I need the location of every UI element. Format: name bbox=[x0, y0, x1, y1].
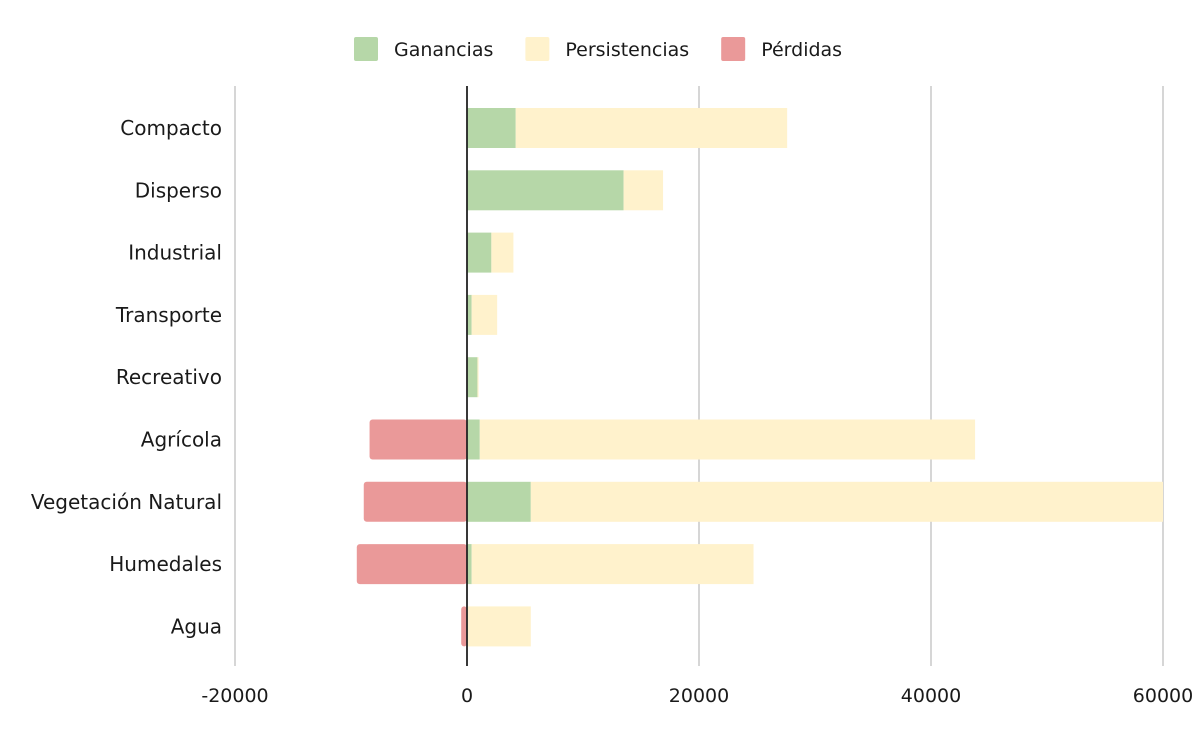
bar-persistencias-3 bbox=[471, 294, 498, 335]
x-tick-label: 20000 bbox=[669, 685, 729, 707]
category-label: Industrial bbox=[128, 241, 222, 265]
bar-ganancias-5 bbox=[467, 419, 480, 460]
legend-label: Ganancias bbox=[394, 39, 493, 61]
category-label: Recreativo bbox=[116, 365, 222, 389]
bar-persistencias-1 bbox=[623, 170, 664, 211]
category-labels: Compacto Disperso Industrial Transporte Recr… bbox=[31, 116, 222, 638]
legend-swatch bbox=[354, 37, 378, 61]
bar-ganancias-2 bbox=[467, 232, 492, 273]
bar-persistencias-5 bbox=[479, 419, 976, 460]
category-label: Agrícola bbox=[141, 428, 222, 452]
bar-ganancias-1 bbox=[467, 170, 624, 211]
x-tick-label: 60000 bbox=[1133, 685, 1193, 707]
bar-ganancias-6 bbox=[467, 481, 531, 522]
bar-persistencias-6 bbox=[530, 481, 1163, 522]
x-tick-label: -20000 bbox=[201, 685, 268, 707]
bars bbox=[356, 108, 1163, 647]
legend-label: Persistencias bbox=[565, 39, 689, 61]
bar-perdidas-8 bbox=[461, 606, 467, 647]
bar-ganancias-3 bbox=[467, 294, 472, 335]
bar-perdidas-6 bbox=[363, 481, 467, 522]
category-label: Compacto bbox=[120, 116, 222, 140]
legend-swatch bbox=[721, 37, 746, 61]
x-tick-label: 0 bbox=[461, 685, 473, 707]
bar-persistencias-4 bbox=[477, 357, 479, 398]
legend: Ganancias Persistencias Pérdidas bbox=[354, 37, 842, 61]
legend-swatch bbox=[525, 37, 550, 61]
bar-persistencias-8 bbox=[467, 606, 531, 647]
bar-perdidas-5 bbox=[369, 419, 467, 460]
bar-ganancias-4 bbox=[467, 357, 478, 398]
bar-persistencias-0 bbox=[515, 108, 788, 148]
category-label: Humedales bbox=[109, 552, 222, 576]
category-label: Disperso bbox=[135, 178, 222, 202]
category-label: Agua bbox=[171, 614, 222, 638]
x-tick-labels: -20000 0 20000 40000 60000 bbox=[201, 685, 1193, 707]
bar-ganancias-7 bbox=[467, 544, 472, 585]
bar-persistencias-7 bbox=[471, 544, 754, 585]
category-label: Transporte bbox=[115, 303, 222, 327]
bar-perdidas-7 bbox=[356, 544, 467, 585]
category-label: Vegetación Natural bbox=[31, 490, 222, 514]
x-tick-label: 40000 bbox=[901, 685, 961, 707]
legend-label: Pérdidas bbox=[761, 39, 842, 61]
bar-persistencias-2 bbox=[491, 232, 514, 273]
bar-ganancias-0 bbox=[467, 108, 516, 148]
